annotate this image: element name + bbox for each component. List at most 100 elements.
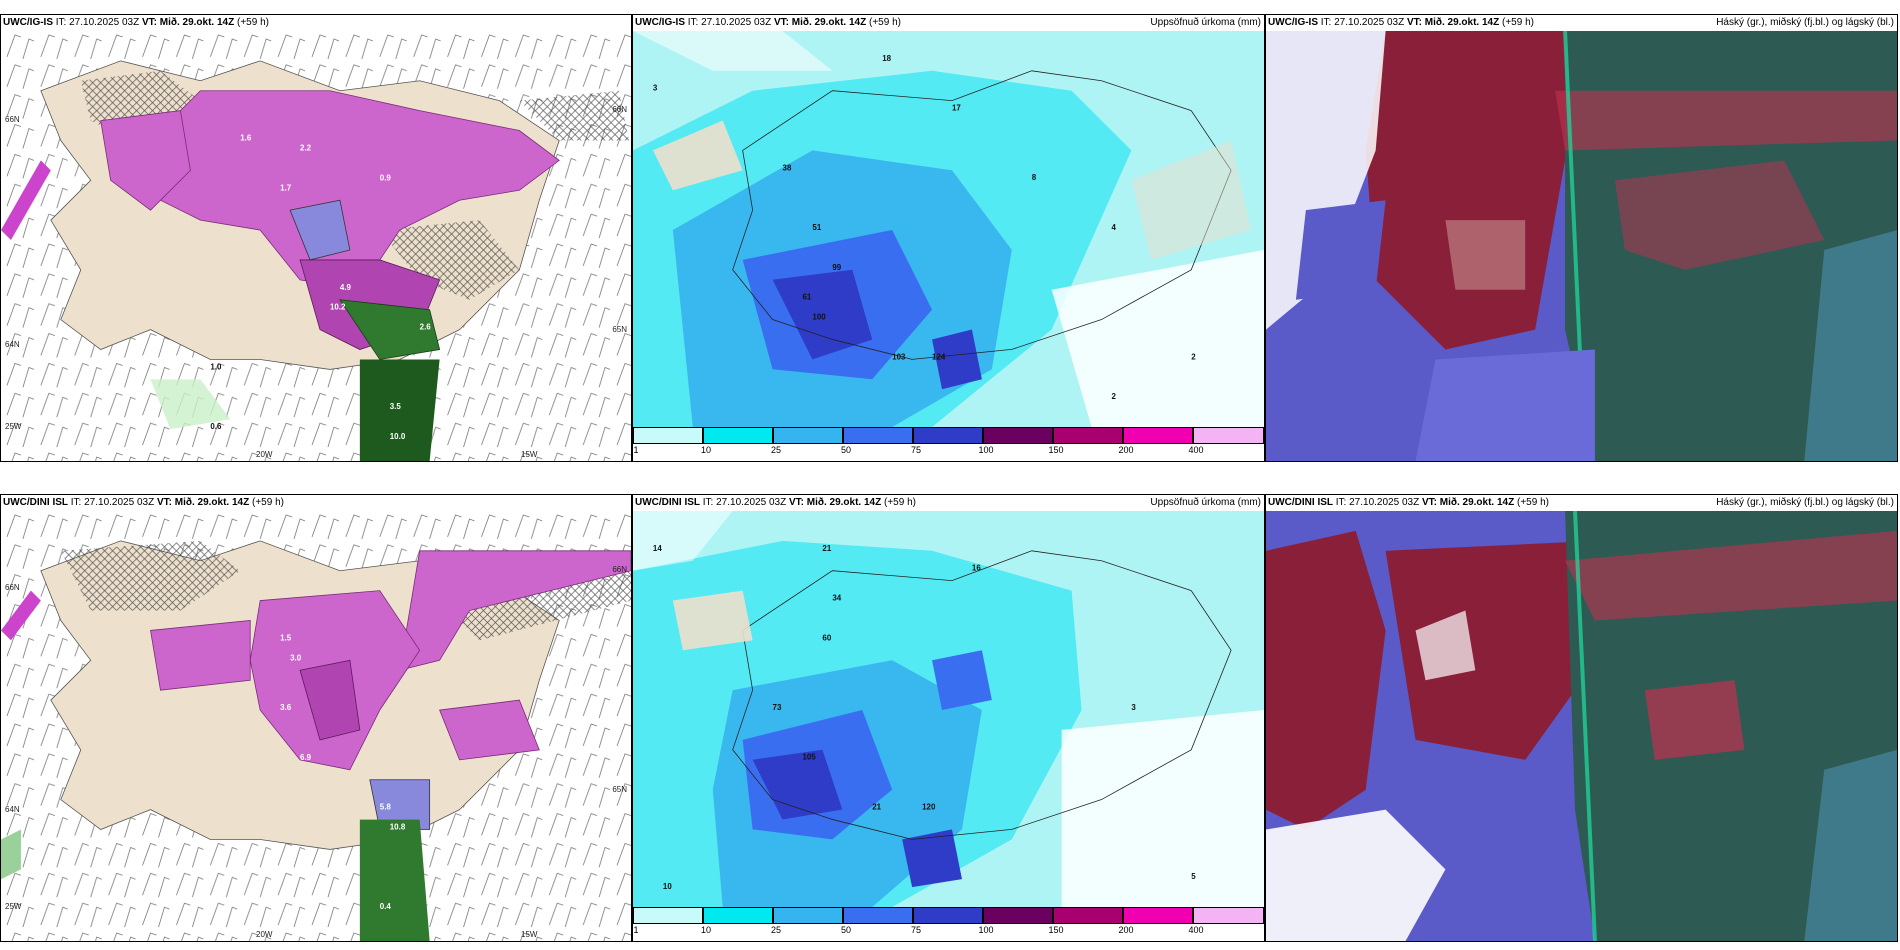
wind-precip-map: 1.5 3.0 3.6 6.9 5.8 10.8 0.4 — [1, 511, 631, 941]
iceland-outline — [732, 70, 1232, 360]
svg-text:10.8: 10.8 — [390, 823, 406, 832]
svg-text:105: 105 — [802, 753, 816, 762]
svg-text:2.2: 2.2 — [300, 143, 312, 152]
accum-precip-map: 3 18 17 38 51 99 61 100 124 103 8 4 2 2 — [633, 31, 1264, 427]
svg-text:0.6: 0.6 — [210, 422, 222, 431]
svg-text:16: 16 — [972, 564, 981, 573]
colorbar-tick: 10 — [700, 445, 712, 455]
svg-text:21: 21 — [822, 544, 831, 553]
colorbar-tick: 400 — [1188, 925, 1204, 935]
colorbar-tick: 1 — [633, 445, 639, 455]
colorbar-segment — [1123, 427, 1193, 444]
colorbar-tick: 25 — [770, 925, 782, 935]
svg-text:6.9: 6.9 — [300, 753, 312, 762]
svg-text:10: 10 — [663, 882, 672, 891]
lon-label: 15W — [521, 930, 538, 939]
colorbar-segment — [913, 427, 983, 444]
colorbar-segment — [773, 427, 843, 444]
map-panel-precip-wind-dini: UWC/DINI ISL IT: 27.10.2025 03Z VT: Mið.… — [0, 494, 632, 942]
colorbar-segment — [983, 427, 1053, 444]
panel-title: UWC/IG-IS IT: 27.10.2025 03Z VT: Mið. 29… — [3, 17, 269, 28]
iceland-outline — [732, 550, 1232, 840]
colorbar-tick: 150 — [1048, 445, 1064, 455]
svg-text:1.7: 1.7 — [280, 183, 292, 192]
panel-title: UWC/DINI ISL IT: 27.10.2025 03Z VT: Mið.… — [3, 497, 284, 508]
colorbar-tick: 10 — [700, 925, 712, 935]
colorbar-tick: 1 — [633, 925, 639, 935]
wind-precip-map: 1.6 2.2 1.7 0.9 4.9 10.2 2.6 1.0 0.6 3.5 10.0 — [1, 31, 631, 461]
colorbar-tick: 50 — [840, 925, 852, 935]
colorbar-segment — [633, 907, 703, 924]
map-panel-clouds-igis: UWC/IG-IS IT: 27.10.2025 03Z VT: Mið. 29… — [1265, 14, 1898, 462]
colorbar-segment — [913, 907, 983, 924]
map-panel-precip-wind-igis: UWC/IG-IS IT: 27.10.2025 03Z VT: Mið. 29… — [0, 14, 632, 462]
colorbar-tick: 25 — [770, 445, 782, 455]
svg-text:120: 120 — [922, 802, 936, 811]
accum-precip-map: 14 21 16 34 60 73 105 120 21 10 5 3 — [633, 511, 1264, 907]
svg-text:38: 38 — [783, 163, 792, 172]
colorbar-segment — [703, 907, 773, 924]
lat-label: 64N — [5, 340, 20, 349]
colorbar-tick: 75 — [910, 445, 922, 455]
panel-title: UWC/DINI ISL IT: 27.10.2025 03Z VT: Mið.… — [1268, 497, 1549, 508]
svg-text:10.0: 10.0 — [390, 432, 406, 441]
svg-text:4.9: 4.9 — [340, 283, 352, 292]
colorbar-segment — [1123, 907, 1193, 924]
panel-title: UWC/IG-IS IT: 27.10.2025 03Z VT: Mið. 29… — [1268, 17, 1534, 28]
panel-variable-title: Uppsöfnuð úrkoma (mm) — [1150, 497, 1261, 508]
svg-text:73: 73 — [773, 703, 782, 712]
colorbar-tick: 50 — [840, 445, 852, 455]
colorbar-segment — [983, 907, 1053, 924]
svg-text:3.0: 3.0 — [290, 653, 302, 662]
panel-variable-title: Háský (gr.), miðský (fj.bl.) og lágský (… — [1716, 497, 1894, 508]
svg-text:14: 14 — [653, 544, 662, 553]
precip-colorbar: 1 10 25 50 75 100 150 200 400 — [633, 427, 1264, 461]
svg-text:99: 99 — [832, 263, 841, 272]
map-panel-accum-precip-dini: UWC/DINI ISL IT: 27.10.2025 03Z VT: Mið.… — [632, 494, 1265, 942]
colorbar-tick: 200 — [1118, 925, 1134, 935]
svg-text:51: 51 — [812, 223, 821, 232]
lat-label: 65N — [612, 785, 627, 794]
panel-variable-title: Uppsöfnuð úrkoma (mm) — [1150, 17, 1261, 28]
svg-text:1.5: 1.5 — [280, 633, 292, 642]
colorbar-tick: 150 — [1048, 925, 1064, 935]
svg-text:0.9: 0.9 — [380, 173, 392, 182]
lon-label: 20W — [256, 930, 273, 939]
colorbar-tick: 100 — [978, 445, 994, 455]
svg-text:3.6: 3.6 — [280, 703, 292, 712]
svg-text:8: 8 — [1032, 173, 1037, 182]
lon-label: 20W — [256, 450, 273, 459]
svg-text:2: 2 — [1191, 352, 1196, 361]
svg-text:60: 60 — [822, 633, 831, 642]
panel-variable-title: Háský (gr.), miðský (fj.bl.) og lágský (… — [1716, 17, 1894, 28]
svg-text:4: 4 — [1111, 223, 1116, 232]
svg-text:2.6: 2.6 — [420, 323, 432, 332]
svg-text:5.8: 5.8 — [380, 803, 392, 812]
colorbar-segment — [1053, 427, 1123, 444]
svg-text:10.2: 10.2 — [330, 303, 346, 312]
svg-text:1.0: 1.0 — [210, 362, 222, 371]
colorbar-tick: 75 — [910, 925, 922, 935]
svg-text:5: 5 — [1191, 872, 1196, 881]
colorbar-segment — [843, 907, 913, 924]
svg-text:103: 103 — [892, 352, 906, 361]
lat-label: 65N — [612, 325, 627, 334]
svg-text:0.4: 0.4 — [380, 902, 392, 911]
panel-title: UWC/IG-IS IT: 27.10.2025 03Z VT: Mið. 29… — [635, 17, 901, 28]
lat-label: 66N — [612, 565, 627, 574]
svg-text:18: 18 — [882, 54, 891, 63]
colorbar-segment — [1053, 907, 1123, 924]
colorbar-segment — [1193, 907, 1264, 924]
svg-text:21: 21 — [872, 802, 881, 811]
lat-label: 66N — [612, 105, 627, 114]
svg-text:34: 34 — [832, 594, 841, 603]
lat-label: 66N — [5, 583, 20, 592]
panel-title: UWC/DINI ISL IT: 27.10.2025 03Z VT: Mið.… — [635, 497, 916, 508]
map-panel-accum-precip-igis: UWC/IG-IS IT: 27.10.2025 03Z VT: Mið. 29… — [632, 14, 1265, 462]
colorbar-segment — [1193, 427, 1264, 444]
svg-text:3: 3 — [653, 84, 658, 93]
colorbar-segment — [843, 427, 913, 444]
colorbar-tick: 100 — [978, 925, 994, 935]
colorbar-tick: 200 — [1118, 445, 1134, 455]
lat-label: 66N — [5, 115, 20, 124]
